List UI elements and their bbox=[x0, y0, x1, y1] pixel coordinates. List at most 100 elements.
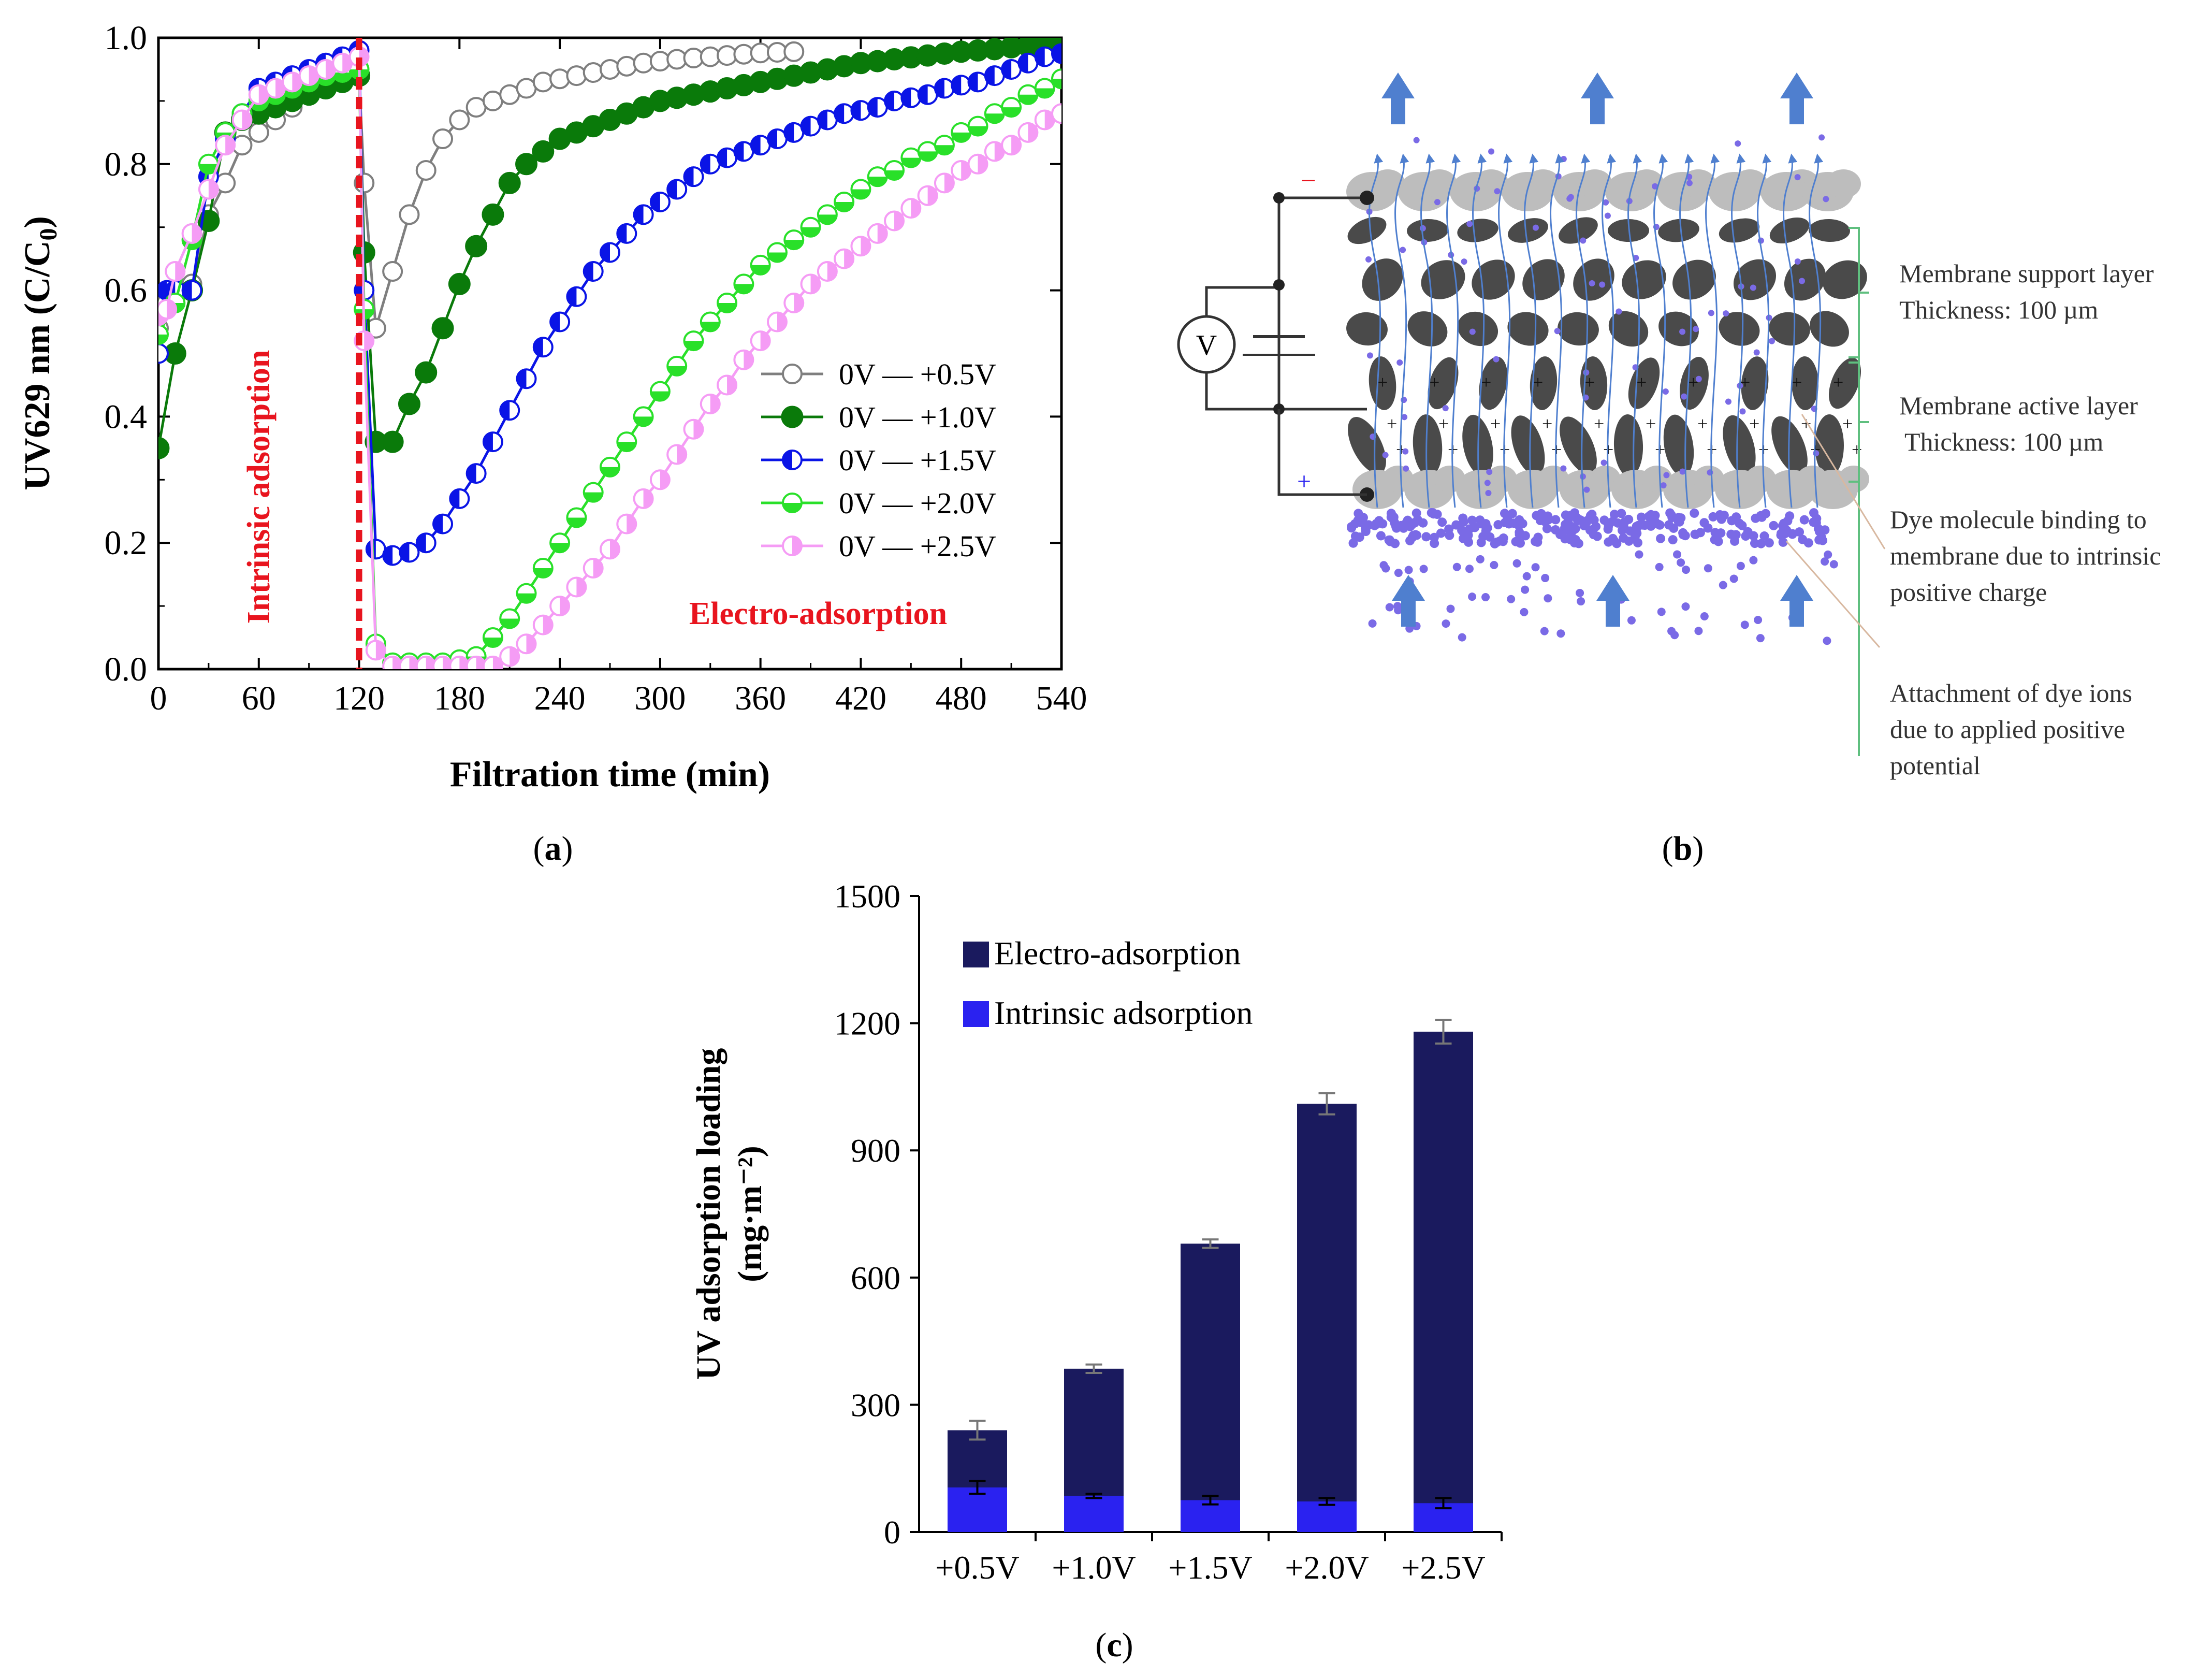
data-point bbox=[783, 229, 805, 251]
marker-half bbox=[567, 517, 586, 527]
panel-a-caption: (a) bbox=[533, 830, 573, 868]
data-point bbox=[499, 646, 520, 667]
data-point bbox=[750, 330, 771, 352]
marker-half bbox=[667, 180, 677, 199]
marker-half bbox=[968, 126, 987, 136]
marker-half bbox=[400, 543, 410, 562]
dye-molecule bbox=[1531, 563, 1540, 572]
data-point bbox=[566, 286, 587, 307]
dye-molecule bbox=[1617, 509, 1626, 518]
dye-molecule bbox=[1716, 514, 1726, 524]
dye-molecule bbox=[1494, 188, 1501, 195]
panel-c-y-axis-label: UV adsorption loading (mg·m⁻²) bbox=[690, 1048, 769, 1380]
marker-ring bbox=[566, 65, 587, 86]
marker-half bbox=[483, 638, 502, 647]
dye-molecule bbox=[1699, 518, 1709, 528]
positive-charge-mark: + bbox=[1594, 413, 1604, 434]
dye-molecule bbox=[1403, 465, 1409, 472]
membrane-particle bbox=[1472, 259, 1515, 300]
support-particle bbox=[1629, 169, 1664, 198]
marker-half bbox=[1052, 79, 1061, 89]
data-point bbox=[448, 272, 471, 295]
membrane-particle bbox=[1622, 260, 1666, 299]
dye-molecule bbox=[1418, 518, 1428, 528]
data-point bbox=[382, 545, 403, 566]
marker-disc bbox=[465, 235, 488, 257]
dye-molecule bbox=[1630, 532, 1640, 542]
marker-half bbox=[944, 174, 954, 193]
dye-molecule bbox=[1694, 627, 1703, 635]
support-particle bbox=[1733, 169, 1768, 198]
data-point bbox=[867, 166, 888, 187]
dye-molecule bbox=[1681, 393, 1687, 400]
support-particle bbox=[1370, 169, 1405, 198]
positive-charge-mark: + bbox=[1584, 372, 1595, 393]
data-point bbox=[967, 153, 988, 175]
support-particle bbox=[1826, 169, 1861, 198]
x-tick-label: 480 bbox=[936, 680, 987, 717]
data-point bbox=[783, 292, 805, 313]
dye-molecule bbox=[1464, 537, 1474, 547]
legend-marker bbox=[782, 364, 803, 384]
marker-half bbox=[634, 205, 644, 224]
dye-molecule bbox=[1551, 515, 1561, 525]
data-point bbox=[365, 640, 386, 661]
marker-half bbox=[784, 123, 794, 142]
binding-leader-line bbox=[1801, 414, 1886, 550]
dye-molecule bbox=[1754, 616, 1763, 625]
dye-molecule bbox=[1818, 134, 1825, 141]
marker-half bbox=[1052, 44, 1061, 63]
marker-half bbox=[777, 312, 787, 331]
marker-disc bbox=[158, 437, 170, 459]
data-point bbox=[683, 330, 704, 352]
support-particle bbox=[1838, 466, 1869, 493]
membrane-particle bbox=[1511, 415, 1545, 475]
membrane-particle bbox=[1507, 312, 1549, 346]
marker-half bbox=[911, 199, 921, 218]
marker-half bbox=[450, 489, 460, 508]
dye-molecule bbox=[1823, 196, 1829, 203]
outflow-arrow bbox=[1581, 73, 1614, 124]
negative-sign: – bbox=[1302, 165, 1315, 192]
dye-molecule bbox=[1823, 637, 1831, 645]
membrane-particle bbox=[1413, 414, 1443, 476]
data-point bbox=[800, 273, 821, 295]
data-point bbox=[633, 488, 654, 509]
positive-charge-mark: + bbox=[1636, 372, 1647, 393]
data-point bbox=[1017, 122, 1039, 143]
marker-ring bbox=[399, 204, 420, 225]
flow-direction-arrows bbox=[1381, 73, 1813, 627]
data-point bbox=[1017, 52, 1039, 74]
marker-half bbox=[199, 164, 218, 174]
data-point bbox=[900, 147, 922, 168]
category-label: +1.0V bbox=[1052, 1549, 1136, 1586]
marker-half bbox=[710, 395, 720, 414]
marker-half bbox=[767, 252, 787, 262]
marker-ring bbox=[432, 128, 454, 150]
data-point bbox=[432, 128, 454, 150]
support-layer-thickness: Thickness: 100 µm bbox=[1899, 295, 2098, 324]
dye-molecule bbox=[1741, 531, 1751, 541]
data-point bbox=[984, 103, 1005, 124]
data-point bbox=[733, 273, 754, 295]
marker-half bbox=[576, 577, 586, 597]
marker-half bbox=[835, 201, 854, 211]
data-point bbox=[666, 179, 688, 200]
dye-molecule bbox=[1493, 356, 1500, 363]
dye-molecule bbox=[1608, 516, 1618, 526]
data-point bbox=[566, 576, 587, 598]
marker-half bbox=[885, 91, 895, 110]
data-point bbox=[649, 191, 671, 212]
support-particle bbox=[1525, 169, 1561, 198]
positive-charge-mark: + bbox=[1792, 372, 1802, 393]
marker-ring bbox=[248, 122, 269, 143]
marker-half bbox=[650, 192, 660, 211]
electro-adsorption-bar bbox=[1297, 1104, 1357, 1532]
membrane-particle bbox=[1348, 417, 1386, 474]
dye-molecule bbox=[1512, 559, 1521, 568]
marker-half bbox=[375, 641, 385, 660]
dye-molecule bbox=[1764, 538, 1774, 548]
dye-molecule bbox=[1682, 566, 1691, 574]
data-point bbox=[399, 204, 420, 225]
dye-molecule bbox=[1787, 529, 1797, 539]
